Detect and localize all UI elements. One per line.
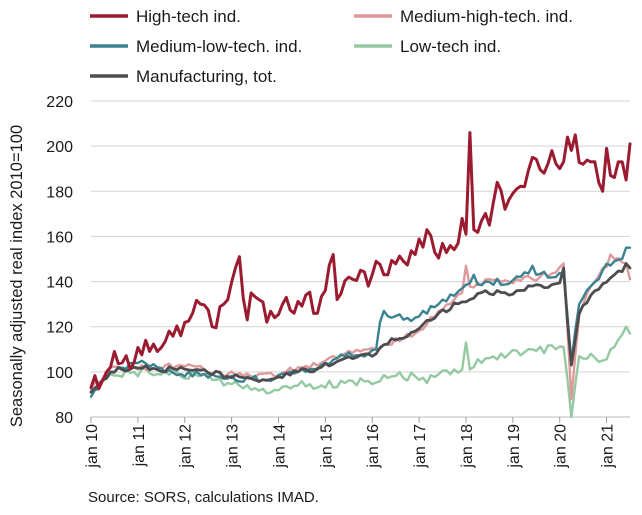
y-tick-label: 140 xyxy=(46,275,73,292)
x-tick-label: jan 10 xyxy=(84,424,101,469)
x-tick-label: jan 13 xyxy=(225,424,242,469)
y-tick-label: 160 xyxy=(46,229,73,246)
y-tick-label: 220 xyxy=(46,94,73,111)
legend-item: Medium-high-tech. ind. xyxy=(354,7,573,26)
x-tick-label: jan 17 xyxy=(412,424,429,469)
legend-item: High-tech ind. xyxy=(90,7,241,26)
x-axis: jan 10 jan 11 jan 12 jan 13 jan 14 jan 15 jan … xyxy=(84,416,630,469)
y-tick-label: 180 xyxy=(46,184,73,201)
legend-label: Medium-low-tech. ind. xyxy=(136,37,302,56)
x-tick-label: jan 21 xyxy=(600,424,617,469)
x-tick-label: jan 16 xyxy=(365,424,382,469)
y-axis-ticks: 80 100 120 140 160 180 200 220 xyxy=(46,94,73,427)
series-line-high-tech-ind xyxy=(89,131,632,391)
y-tick-label: 200 xyxy=(46,139,73,156)
legend-item: Manufacturing, tot. xyxy=(90,67,277,86)
y-tick-label: 80 xyxy=(55,410,73,427)
legend-label: Medium-high-tech. ind. xyxy=(400,7,573,26)
legend-label: Manufacturing, tot. xyxy=(136,67,277,86)
y-axis-title: Seasonally adjusted real index 2010=100 xyxy=(8,125,26,427)
x-tick-label: jan 14 xyxy=(271,424,288,469)
series-line-medium-high-tech-ind xyxy=(89,253,632,401)
y-tick-label: 120 xyxy=(46,320,73,337)
y-tick-label: 100 xyxy=(46,365,73,382)
x-tick-label: jan 18 xyxy=(459,424,476,469)
x-tick-label: jan 12 xyxy=(178,424,195,469)
legend: High-tech ind. Medium-high-tech. ind. Medi… xyxy=(90,7,573,86)
series-line-manufacturing-tot xyxy=(89,262,632,394)
series-line-low-tech-ind xyxy=(89,325,632,419)
series-lines xyxy=(89,131,632,419)
x-tick-label: jan 19 xyxy=(506,424,523,469)
x-tick-label: jan 11 xyxy=(131,424,148,468)
source-note: Source: SORS, calculations IMAD. xyxy=(88,489,319,506)
legend-label: Low-tech ind. xyxy=(400,37,501,56)
legend-item: Medium-low-tech. ind. xyxy=(90,37,302,56)
x-tick-label: jan 20 xyxy=(553,424,570,469)
legend-label: High-tech ind. xyxy=(136,7,241,26)
legend-item: Low-tech ind. xyxy=(354,37,501,56)
x-tick-label: jan 15 xyxy=(318,424,335,469)
